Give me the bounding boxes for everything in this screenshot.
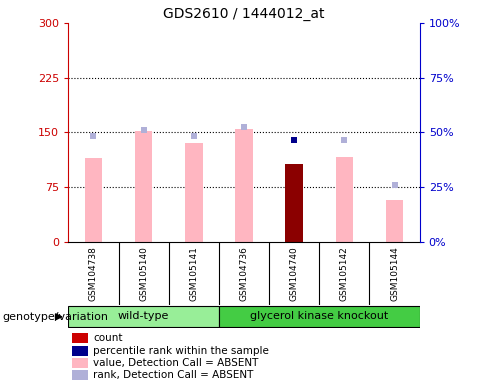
Text: GSM104738: GSM104738 [89, 246, 98, 301]
Text: percentile rank within the sample: percentile rank within the sample [93, 346, 269, 356]
Bar [336, 157, 353, 242]
Bar [72, 333, 88, 343]
Text: rank, Detection Call = ABSENT: rank, Detection Call = ABSENT [93, 370, 253, 380]
Bar [185, 144, 203, 242]
Text: GSM105140: GSM105140 [139, 246, 148, 301]
Text: GSM105142: GSM105142 [340, 246, 349, 301]
Bar [72, 346, 88, 356]
Text: glycerol kinase knockout: glycerol kinase knockout [250, 311, 388, 321]
Text: wild-type: wild-type [118, 311, 169, 321]
Bar [219, 306, 420, 327]
Text: GSM105144: GSM105144 [390, 246, 399, 301]
Title: GDS2610 / 1444012_at: GDS2610 / 1444012_at [163, 7, 325, 21]
Text: GSM105141: GSM105141 [189, 246, 198, 301]
Bar [386, 200, 404, 242]
Text: GSM104740: GSM104740 [290, 246, 299, 301]
Bar [84, 158, 102, 242]
Text: count: count [93, 333, 122, 343]
Text: value, Detection Call = ABSENT: value, Detection Call = ABSENT [93, 358, 258, 368]
Bar [235, 129, 253, 242]
Bar [72, 370, 88, 380]
Text: genotype/variation: genotype/variation [2, 312, 108, 322]
Text: GSM104736: GSM104736 [240, 246, 248, 301]
Bar [285, 164, 303, 242]
Bar [68, 306, 219, 327]
Bar [135, 131, 152, 242]
Bar [72, 358, 88, 368]
